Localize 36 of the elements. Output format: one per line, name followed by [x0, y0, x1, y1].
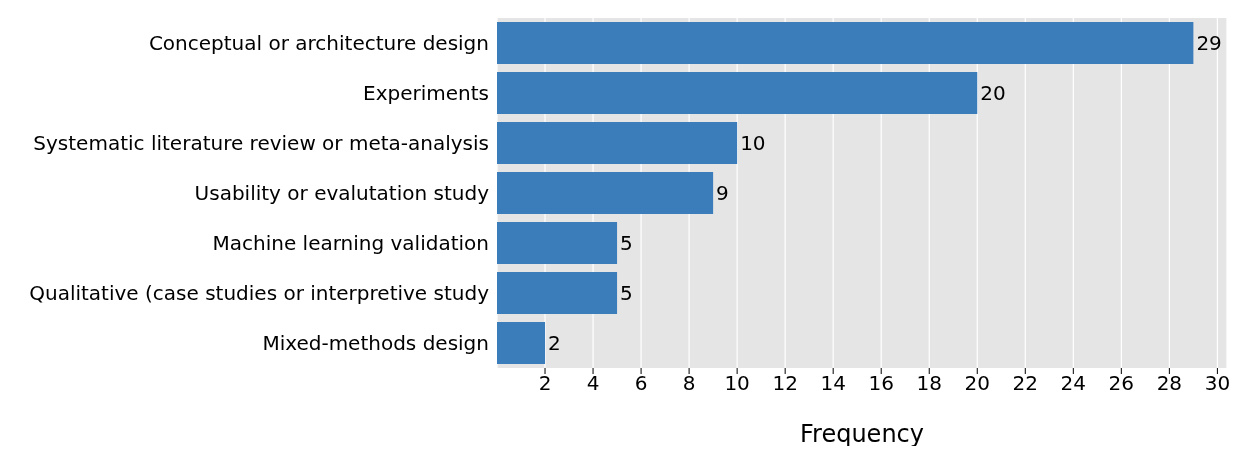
x-tick-label: 28 [1156, 371, 1183, 396]
x-tick-label: 6 [634, 371, 648, 396]
x-tick-label: 14 [820, 371, 846, 396]
y-tick-label: Systematic literature review or meta-analysis [33, 131, 489, 156]
x-tick-label: 8 [682, 371, 696, 396]
x-tick-label: 24 [1060, 371, 1087, 396]
x-tick-label: 10 [724, 371, 750, 396]
y-tick-label: Mixed-methods design [262, 331, 489, 356]
data-label: 5 [620, 231, 633, 256]
bar [497, 272, 618, 314]
x-tick-label: 30 [1204, 371, 1231, 396]
data-label: 5 [620, 281, 633, 306]
y-tick-label: Experiments [363, 81, 489, 106]
data-label: 9 [716, 181, 729, 206]
x-tick-label: 4 [586, 371, 600, 396]
data-label: 2 [548, 331, 561, 356]
x-tick-label: 12 [772, 371, 798, 396]
y-tick-label: Machine learning validation [212, 231, 489, 256]
bar [497, 72, 978, 114]
data-label: 29 [1196, 31, 1222, 56]
y-tick-label: Conceptual or architecture design [148, 31, 489, 56]
y-tick-label: Qualitative (case studies or interpretive study [29, 281, 490, 306]
x-tick-label: 26 [1108, 371, 1135, 396]
data-label: 10 [740, 131, 766, 156]
bar [497, 172, 714, 214]
bar [497, 22, 1194, 64]
data-label: 20 [980, 81, 1006, 106]
bar [497, 222, 618, 264]
x-tick-label: 22 [1012, 371, 1039, 396]
y-tick-label: Usability or evalutation study [194, 181, 490, 206]
x-tick-label: 16 [868, 371, 894, 396]
bar [497, 122, 738, 164]
x-tick-label: 20 [964, 371, 990, 396]
x-tick-label: 18 [916, 371, 942, 396]
x-tick-label: 2 [538, 371, 552, 396]
bar [497, 322, 546, 364]
